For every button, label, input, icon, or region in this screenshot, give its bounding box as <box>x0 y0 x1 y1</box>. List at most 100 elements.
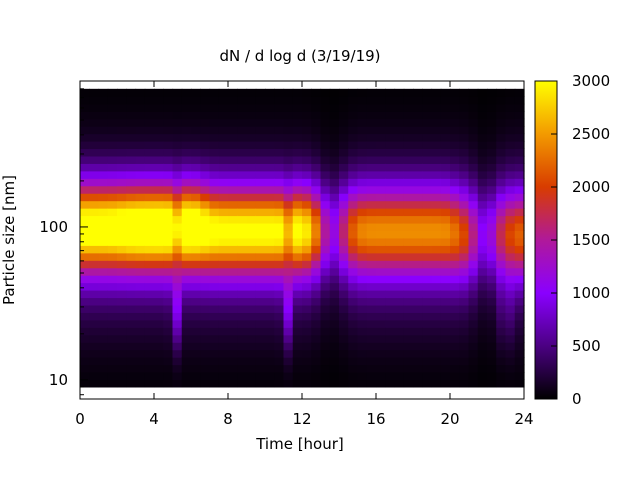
heatmap-cell <box>403 245 414 254</box>
heatmap-cell <box>209 371 220 381</box>
heatmap-cell <box>403 170 414 179</box>
heatmap-cell <box>459 155 470 164</box>
heatmap-cell <box>292 96 303 105</box>
heatmap-cell <box>135 267 146 276</box>
heatmap-cell <box>144 349 155 358</box>
heatmap-cell <box>274 200 285 209</box>
heatmap-cell <box>311 342 322 351</box>
heatmap-cell <box>477 275 488 284</box>
heatmap-cell <box>89 103 100 112</box>
heatmap-cell <box>246 364 257 373</box>
heatmap-cell <box>246 215 257 224</box>
heatmap-cell <box>144 170 155 179</box>
heatmap-cell <box>80 371 90 381</box>
heatmap-cell <box>450 342 460 351</box>
heatmap-cell <box>339 163 349 172</box>
heatmap-cell <box>292 364 303 373</box>
heatmap-cell <box>246 327 257 336</box>
heatmap-cell <box>117 357 127 366</box>
heatmap-cell <box>292 103 303 112</box>
heatmap-cell <box>514 342 525 351</box>
heatmap-cell <box>200 237 211 246</box>
heatmap-cell <box>302 282 312 291</box>
heatmap-cell <box>80 185 90 194</box>
heatmap-cell <box>144 193 155 202</box>
heatmap-cell <box>191 163 201 172</box>
heatmap-cell <box>413 111 423 120</box>
heatmap-cell <box>431 193 442 202</box>
heatmap-cell <box>366 290 377 299</box>
heatmap-cell <box>385 312 396 321</box>
heatmap-cell <box>107 200 118 209</box>
heatmap-cell <box>126 185 137 194</box>
heatmap-cell <box>329 357 340 366</box>
heatmap-cell <box>117 140 127 150</box>
heatmap-cell <box>274 222 285 231</box>
heatmap-cell <box>320 260 331 269</box>
heatmap-cell <box>228 103 238 112</box>
heatmap-cell <box>320 282 331 291</box>
heatmap-cell <box>320 371 331 381</box>
heatmap-cell <box>200 88 211 97</box>
heatmap-cell <box>431 290 442 299</box>
heatmap-cell <box>200 379 211 388</box>
heatmap-cell <box>228 126 238 135</box>
heatmap-cell <box>191 230 201 239</box>
heatmap-cell <box>320 342 331 351</box>
heatmap-cell <box>357 200 368 209</box>
heatmap-cell <box>144 103 155 112</box>
heatmap-cell <box>459 237 470 246</box>
heatmap-cell <box>181 364 192 373</box>
heatmap-cell <box>376 215 386 224</box>
heatmap-cell <box>228 342 238 351</box>
heatmap-cell <box>209 200 220 209</box>
heatmap-cell <box>98 237 109 246</box>
heatmap-cell <box>237 111 248 120</box>
heatmap-cell <box>107 118 118 127</box>
heatmap-cell <box>376 327 386 336</box>
heatmap-cell <box>505 140 516 150</box>
heatmap-cell <box>357 252 368 261</box>
heatmap-cell <box>385 327 396 336</box>
heatmap-cell <box>403 88 414 97</box>
heatmap-cell <box>191 208 201 217</box>
heatmap-cell <box>255 133 266 142</box>
heatmap-cell <box>144 163 155 172</box>
heatmap-cell <box>228 200 238 209</box>
heatmap-cell <box>117 304 127 313</box>
heatmap-cell <box>89 304 100 313</box>
heatmap-cell <box>172 140 183 150</box>
heatmap-cell <box>135 327 146 336</box>
heatmap-cell <box>292 282 303 291</box>
heatmap-cell <box>292 342 303 351</box>
heatmap-cell <box>376 193 386 202</box>
heatmap-cell <box>366 357 377 366</box>
heatmap-cell <box>422 126 433 135</box>
heatmap-cell <box>413 126 423 135</box>
heatmap-cell <box>514 357 525 366</box>
heatmap-cell <box>311 126 322 135</box>
heatmap-cell <box>163 334 174 343</box>
heatmap-cell <box>496 371 507 381</box>
heatmap-cell <box>320 185 331 194</box>
heatmap-cell <box>339 222 349 231</box>
heatmap-cell <box>366 163 377 172</box>
heatmap-cell <box>505 245 516 254</box>
heatmap-cell <box>348 260 359 269</box>
heatmap-cell <box>422 140 433 150</box>
heatmap-cell <box>209 260 220 269</box>
heatmap-cell <box>89 364 100 373</box>
heatmap-cell <box>172 178 183 187</box>
heatmap-cell <box>477 178 488 187</box>
heatmap-cell <box>246 304 257 313</box>
heatmap-cell <box>200 111 211 120</box>
heatmap-cell <box>311 111 322 120</box>
heatmap-cell <box>191 111 201 120</box>
heatmap-cell <box>228 379 238 388</box>
heatmap-cell <box>172 208 183 217</box>
heatmap-cell <box>505 275 516 284</box>
heatmap-cell <box>311 148 322 157</box>
heatmap-cell <box>450 111 460 120</box>
heatmap-cell <box>181 282 192 291</box>
heatmap-cell <box>274 275 285 284</box>
